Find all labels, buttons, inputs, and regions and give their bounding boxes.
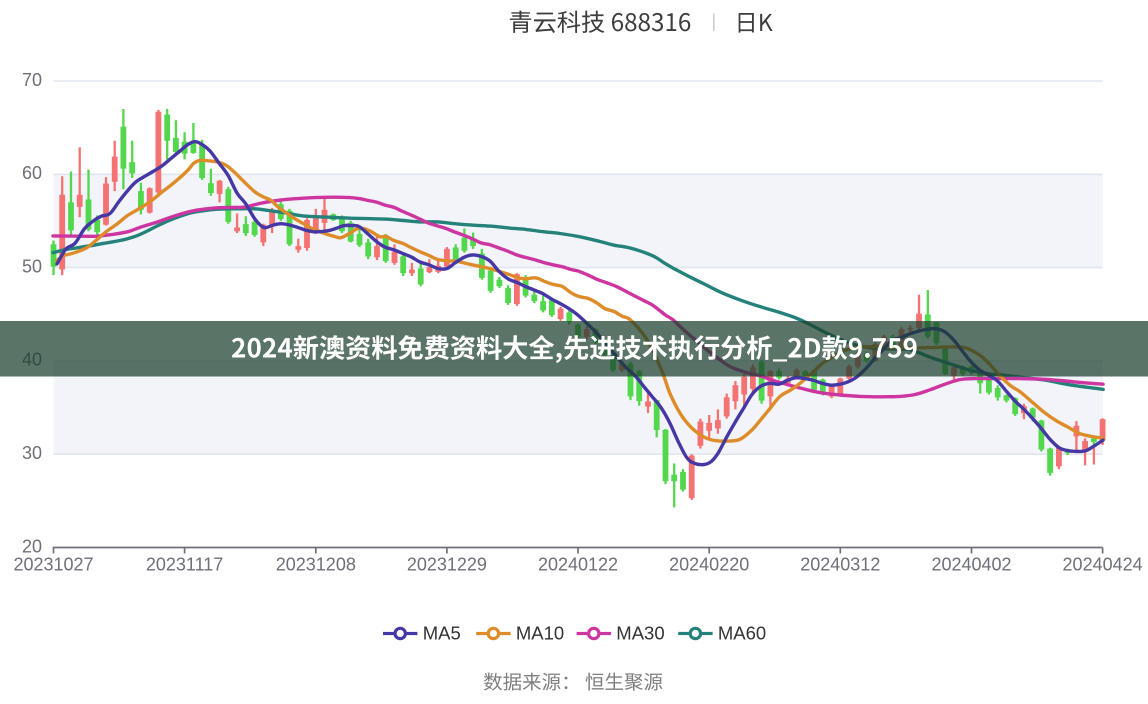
svg-text:20240424: 20240424 [1063,555,1143,575]
svg-text:20240402: 20240402 [931,555,1011,575]
svg-text:MA30: MA30 [616,623,664,644]
svg-text:20231229: 20231229 [407,555,487,575]
svg-text:MA60: MA60 [718,623,766,644]
svg-text:20240122: 20240122 [538,555,618,575]
svg-text:20231027: 20231027 [13,555,93,575]
svg-text:70: 70 [22,70,42,90]
svg-text:30: 30 [22,443,42,463]
svg-text:20: 20 [22,536,42,556]
svg-text:MA5: MA5 [423,623,461,644]
svg-text:50: 50 [22,256,42,276]
svg-text:MA10: MA10 [516,623,564,644]
svg-text:20240220: 20240220 [669,555,749,575]
svg-text:20240312: 20240312 [800,555,880,575]
svg-text:20231117: 20231117 [146,555,223,575]
svg-text:60: 60 [22,163,42,183]
svg-text:20231208: 20231208 [276,555,356,575]
